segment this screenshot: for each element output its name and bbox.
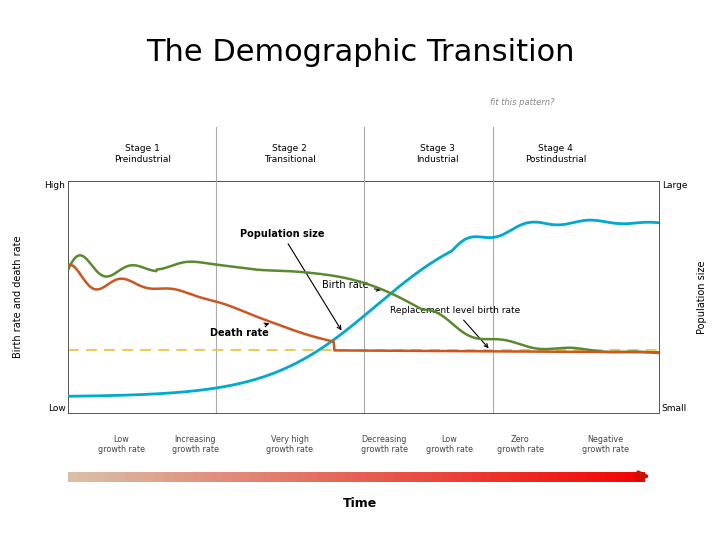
Text: Zero
growth rate: Zero growth rate <box>497 435 544 454</box>
Text: Death rate: Death rate <box>210 323 269 339</box>
Text: Stage 3
Industrial: Stage 3 Industrial <box>416 144 459 164</box>
Text: Small: Small <box>662 404 687 413</box>
Text: High: High <box>45 181 66 190</box>
Text: Increasing
growth rate: Increasing growth rate <box>172 435 219 454</box>
Text: Stage 4
Postindustrial: Stage 4 Postindustrial <box>525 144 586 164</box>
Text: Very high
growth rate: Very high growth rate <box>266 435 313 454</box>
Text: Decreasing
growth rate: Decreasing growth rate <box>361 435 408 454</box>
Text: Stage 2
Transitional: Stage 2 Transitional <box>264 144 316 164</box>
Text: Replacement level birth rate: Replacement level birth rate <box>390 306 521 347</box>
Text: Population size: Population size <box>697 260 707 334</box>
Text: Large: Large <box>662 181 688 190</box>
Text: fit this pattern?: fit this pattern? <box>490 98 554 107</box>
Text: Birth rate: Birth rate <box>323 280 380 291</box>
Text: Negative
growth rate: Negative growth rate <box>582 435 629 454</box>
Text: Birth rate and death rate: Birth rate and death rate <box>13 236 23 358</box>
Text: Low
growth rate: Low growth rate <box>98 435 145 454</box>
Text: Low
growth rate: Low growth rate <box>426 435 473 454</box>
Text: Low: Low <box>48 404 66 413</box>
Text: The Demographic Transition: The Demographic Transition <box>145 38 575 67</box>
Text: Stage 1
Preindustrial: Stage 1 Preindustrial <box>114 144 171 164</box>
Text: Population size: Population size <box>240 228 341 329</box>
Text: Time: Time <box>343 497 377 510</box>
